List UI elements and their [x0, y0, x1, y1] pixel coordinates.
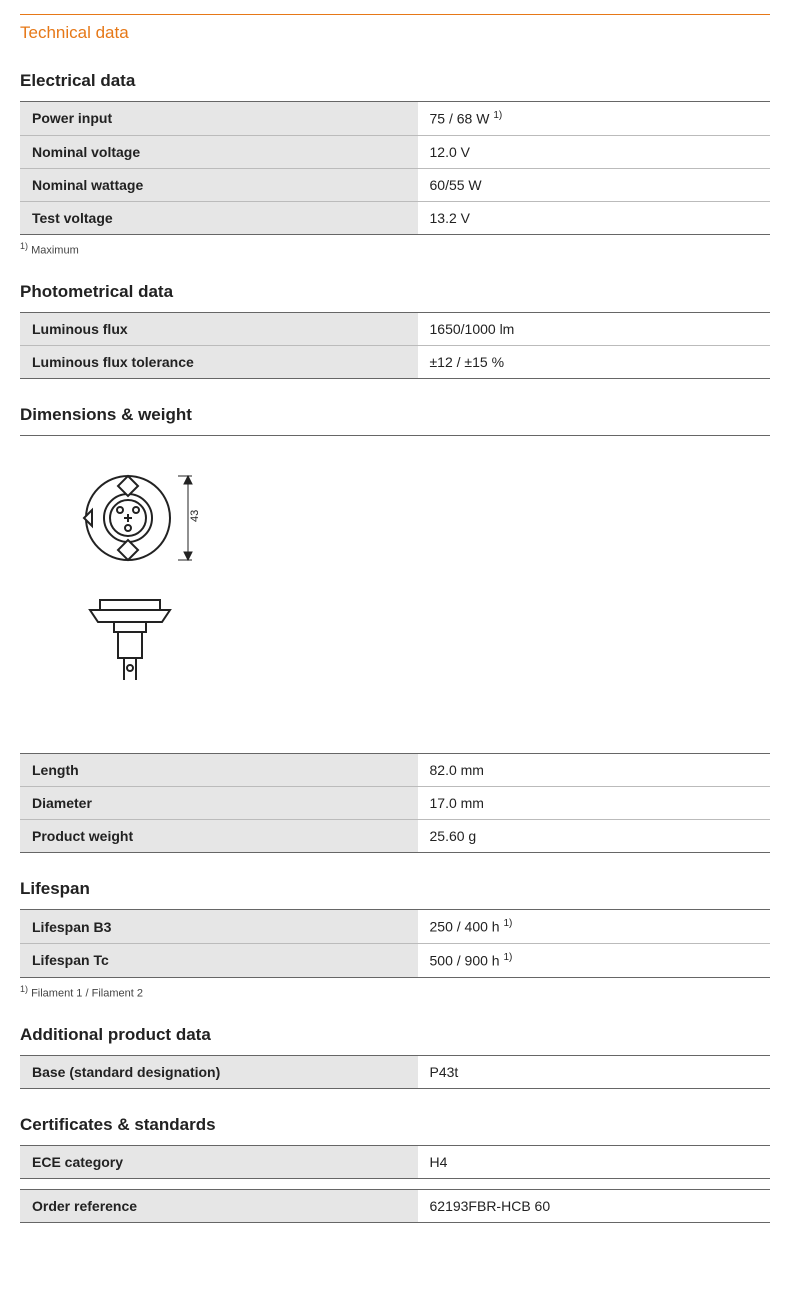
certificates-table-1: ECE category H4 [20, 1145, 770, 1179]
table-row: Nominal wattage 60/55 W [20, 168, 770, 201]
table-row: Base (standard designation) P43t [20, 1056, 770, 1089]
row-label: Power input [20, 102, 418, 136]
lifespan-footnote: 1) Filament 1 / Filament 2 [20, 984, 770, 1000]
row-label: Product weight [20, 820, 418, 853]
section-title-electrical: Electrical data [20, 71, 770, 91]
lifespan-table: Lifespan B3 250 / 400 h 1) Lifespan Tc 5… [20, 909, 770, 977]
row-value: 13.2 V [418, 201, 771, 234]
table-row: Power input 75 / 68 W 1) [20, 102, 770, 136]
additional-table: Base (standard designation) P43t [20, 1055, 770, 1089]
row-label: Base (standard designation) [20, 1056, 418, 1089]
row-value: 82.0 mm [418, 754, 771, 787]
row-value: 500 / 900 h 1) [418, 943, 771, 977]
section-title-dimensions: Dimensions & weight [20, 405, 770, 425]
certificates-table-2: Order reference 62193FBR-HCB 60 [20, 1189, 770, 1223]
table-row: Test voltage 13.2 V [20, 201, 770, 234]
row-value: 12.0 V [418, 135, 771, 168]
row-value: ±12 / ±15 % [418, 346, 771, 379]
row-value: 60/55 W [418, 168, 771, 201]
row-value: 75 / 68 W 1) [418, 102, 771, 136]
dim-label: 43 [189, 510, 201, 522]
page-title: Technical data [20, 23, 770, 43]
row-label: Nominal voltage [20, 135, 418, 168]
table-row: Nominal voltage 12.0 V [20, 135, 770, 168]
table-row: ECE category H4 [20, 1146, 770, 1179]
row-label: Test voltage [20, 201, 418, 234]
table-row: Length 82.0 mm [20, 754, 770, 787]
row-value: 62193FBR-HCB 60 [418, 1190, 771, 1223]
photometrical-table: Luminous flux 1650/1000 lm Luminous flux… [20, 312, 770, 379]
row-label: Length [20, 754, 418, 787]
row-label: Luminous flux tolerance [20, 346, 418, 379]
top-rule [20, 14, 770, 15]
row-label: Diameter [20, 787, 418, 820]
row-label: Lifespan B3 [20, 910, 418, 944]
table-row: Diameter 17.0 mm [20, 787, 770, 820]
row-label: ECE category [20, 1146, 418, 1179]
row-value: 25.60 g [418, 820, 771, 853]
section-title-certificates: Certificates & standards [20, 1115, 770, 1135]
row-value: 17.0 mm [418, 787, 771, 820]
table-row: Luminous flux 1650/1000 lm [20, 313, 770, 346]
row-label: Lifespan Tc [20, 943, 418, 977]
section-title-additional: Additional product data [20, 1025, 770, 1045]
table-row: Product weight 25.60 g [20, 820, 770, 853]
table-row: Lifespan B3 250 / 400 h 1) [20, 910, 770, 944]
dimensions-diagram: 43 [80, 470, 770, 703]
row-value: H4 [418, 1146, 771, 1179]
row-value: 1650/1000 lm [418, 313, 771, 346]
section-title-lifespan: Lifespan [20, 879, 770, 899]
table-row: Lifespan Tc 500 / 900 h 1) [20, 943, 770, 977]
dimensions-table: Length 82.0 mm Diameter 17.0 mm Product … [20, 753, 770, 853]
dimensions-rule [20, 435, 770, 436]
table-row: Luminous flux tolerance ±12 / ±15 % [20, 346, 770, 379]
row-label: Luminous flux [20, 313, 418, 346]
row-value: 250 / 400 h 1) [418, 910, 771, 944]
electrical-table: Power input 75 / 68 W 1) Nominal voltage… [20, 101, 770, 235]
electrical-footnote: 1) Maximum [20, 241, 770, 257]
row-value: P43t [418, 1056, 771, 1089]
row-label: Nominal wattage [20, 168, 418, 201]
row-label: Order reference [20, 1190, 418, 1223]
section-title-photometrical: Photometrical data [20, 282, 770, 302]
table-row: Order reference 62193FBR-HCB 60 [20, 1190, 770, 1223]
